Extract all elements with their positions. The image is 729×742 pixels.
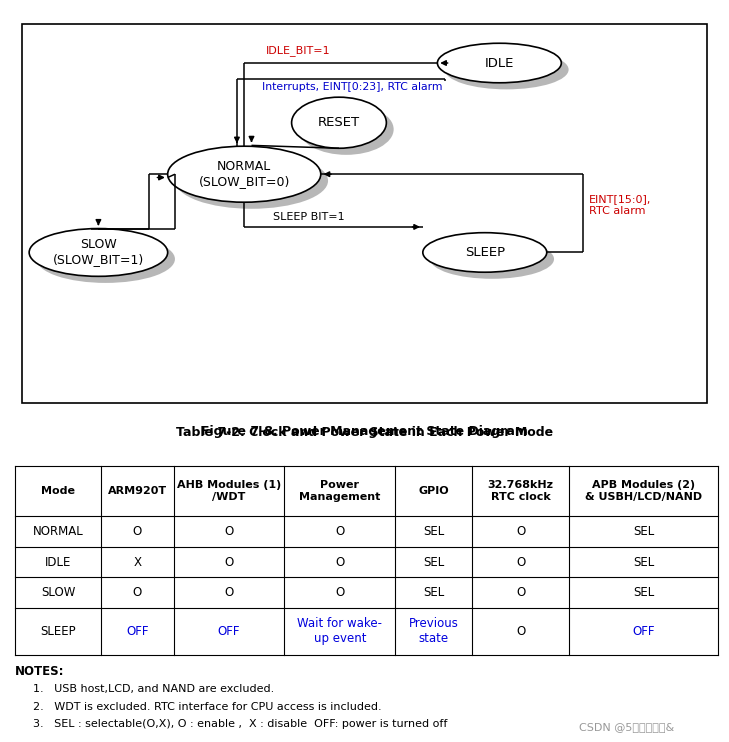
Text: Figure 7-8. Power Management State Diagram: Figure 7-8. Power Management State Diagr… xyxy=(201,424,528,438)
Text: Interrupts, EINT[0:23], RTC alarm: Interrupts, EINT[0:23], RTC alarm xyxy=(262,82,443,91)
Text: NORMAL
(SLOW_BIT=0): NORMAL (SLOW_BIT=0) xyxy=(198,160,290,188)
Text: NORMAL: NORMAL xyxy=(33,525,83,538)
Text: Previous
state: Previous state xyxy=(409,617,459,646)
Ellipse shape xyxy=(175,153,328,209)
Text: O: O xyxy=(516,586,525,600)
Text: SLEEP BIT=1: SLEEP BIT=1 xyxy=(273,211,345,222)
Text: O: O xyxy=(335,525,344,538)
Text: SLEEP: SLEEP xyxy=(40,625,76,638)
Text: EINT[15:0],
RTC alarm: EINT[15:0], RTC alarm xyxy=(589,194,652,216)
Text: OFF: OFF xyxy=(126,625,149,638)
Text: 3.   SEL : selectable(O,X), O : enable ,  X : disable  OFF: power is turned off: 3. SEL : selectable(O,X), O : enable , X… xyxy=(33,720,447,729)
Text: O: O xyxy=(225,525,233,538)
Ellipse shape xyxy=(430,239,554,279)
Text: NOTES:: NOTES: xyxy=(15,665,64,677)
Text: O: O xyxy=(225,556,233,568)
Text: O: O xyxy=(335,586,344,600)
Text: OFF: OFF xyxy=(218,625,241,638)
Text: APB Modules (2)
& USBH/LCD/NAND: APB Modules (2) & USBH/LCD/NAND xyxy=(585,480,702,502)
Text: O: O xyxy=(516,556,525,568)
Text: 2.   WDT is excluded. RTC interface for CPU access is included.: 2. WDT is excluded. RTC interface for CP… xyxy=(33,702,381,712)
Text: SLEEP: SLEEP xyxy=(464,246,505,259)
Ellipse shape xyxy=(445,50,569,89)
Ellipse shape xyxy=(168,146,321,203)
Text: RESET: RESET xyxy=(318,116,360,129)
Ellipse shape xyxy=(36,235,175,283)
Text: O: O xyxy=(516,525,525,538)
Text: IDLE_BIT=1: IDLE_BIT=1 xyxy=(266,45,331,56)
Ellipse shape xyxy=(423,233,547,272)
Text: SEL: SEL xyxy=(633,525,654,538)
Ellipse shape xyxy=(29,229,168,276)
Ellipse shape xyxy=(299,104,394,155)
Text: 1.   USB host,LCD, and NAND are excluded.: 1. USB host,LCD, and NAND are excluded. xyxy=(33,684,274,694)
Text: X: X xyxy=(133,556,141,568)
Text: O: O xyxy=(133,586,142,600)
Text: O: O xyxy=(516,625,525,638)
Text: Table 7-2. Clock and Power State in Each Power Mode: Table 7-2. Clock and Power State in Each… xyxy=(176,426,553,439)
Ellipse shape xyxy=(437,43,561,83)
Text: SEL: SEL xyxy=(423,556,445,568)
Text: IDLE: IDLE xyxy=(44,556,71,568)
Text: AHB Modules (1)
/WDT: AHB Modules (1) /WDT xyxy=(177,480,281,502)
Text: O: O xyxy=(225,586,233,600)
Text: SEL: SEL xyxy=(423,586,445,600)
Text: O: O xyxy=(335,556,344,568)
Text: SEL: SEL xyxy=(633,556,654,568)
Text: SEL: SEL xyxy=(633,586,654,600)
Text: Wait for wake-
up event: Wait for wake- up event xyxy=(297,617,382,646)
Text: GPIO: GPIO xyxy=(418,486,449,496)
Text: SLOW: SLOW xyxy=(41,586,75,600)
Text: SEL: SEL xyxy=(423,525,445,538)
Text: Mode: Mode xyxy=(41,486,75,496)
Ellipse shape xyxy=(292,97,386,148)
Text: 32.768kHz
RTC clock: 32.768kHz RTC clock xyxy=(488,480,553,502)
Text: Power
Management: Power Management xyxy=(299,480,381,502)
Text: O: O xyxy=(133,525,142,538)
Text: SLOW
(SLOW_BIT=1): SLOW (SLOW_BIT=1) xyxy=(52,238,144,266)
Text: ARM920T: ARM920T xyxy=(108,486,167,496)
Text: OFF: OFF xyxy=(632,625,655,638)
Text: CSDN @5兔子的先森&: CSDN @5兔子的先森& xyxy=(580,722,674,732)
Text: IDLE: IDLE xyxy=(485,56,514,70)
